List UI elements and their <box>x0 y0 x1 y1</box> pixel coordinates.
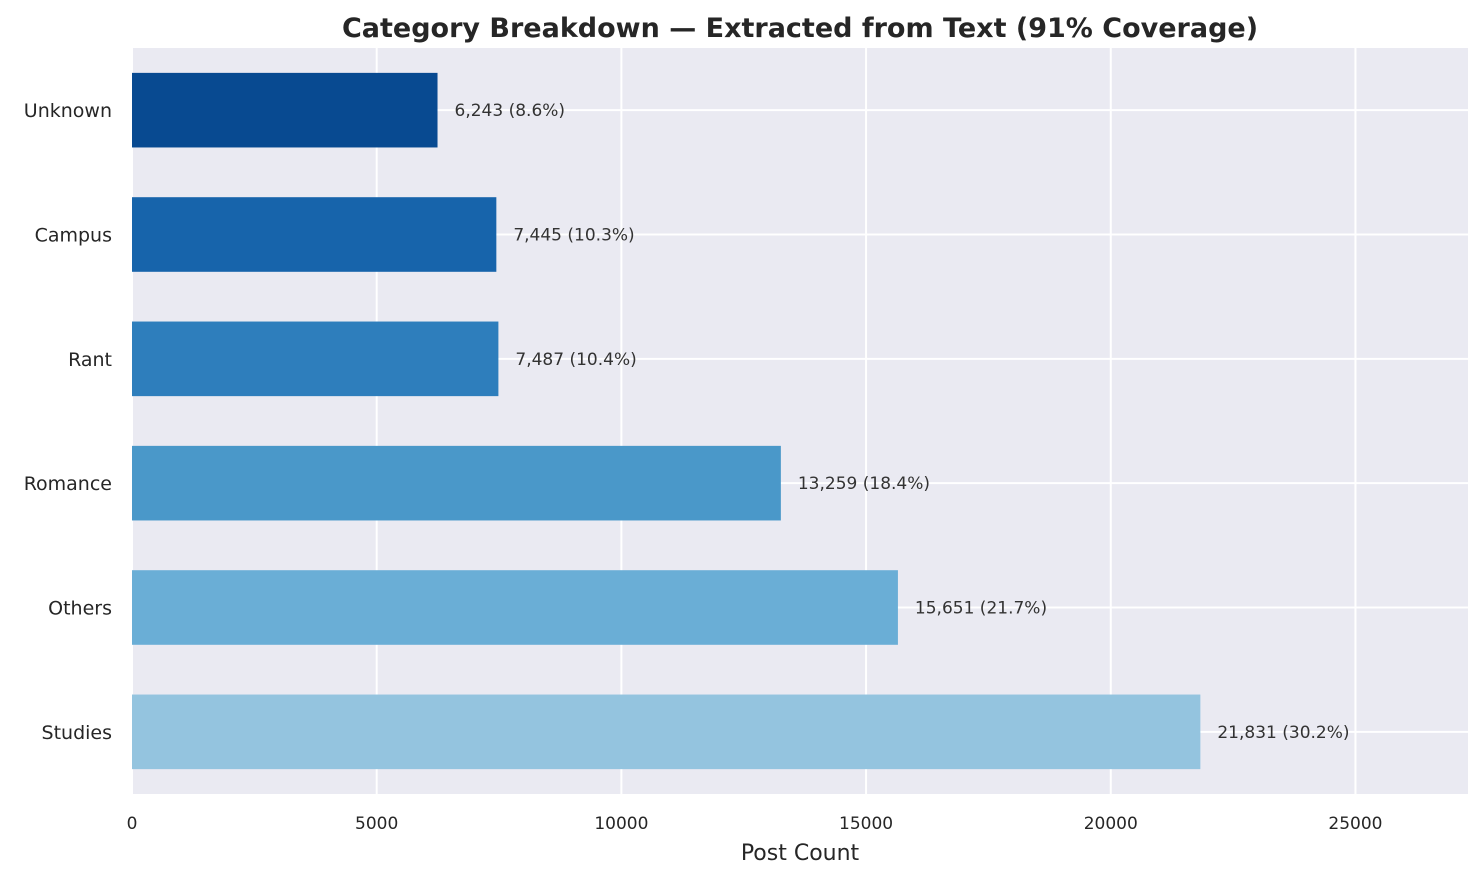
plot-area <box>132 48 1468 794</box>
category-label-unknown: Unknown <box>24 100 112 122</box>
category-label-studies: Studies <box>42 722 112 744</box>
x-tick-label-10000: 10000 <box>594 814 648 834</box>
data-label-rant: 7,487 (10.4%) <box>515 350 636 370</box>
category-label-rant: Rant <box>68 349 112 371</box>
data-label-unknown: 6,243 (8.6%) <box>455 101 566 121</box>
x-tick-label-5000: 5000 <box>355 814 398 834</box>
x-axis-label: Post Count <box>741 841 860 866</box>
category-labels: Unknown Campus Rant Romance Others Studies <box>24 100 112 744</box>
bar-unknown <box>132 72 438 148</box>
x-tick-label-15000: 15000 <box>839 814 893 834</box>
category-label-others: Others <box>48 598 112 620</box>
x-tick-label-20000: 20000 <box>1084 814 1138 834</box>
bars <box>132 72 1201 770</box>
bar-studies <box>132 694 1201 770</box>
data-label-others: 15,651 (21.7%) <box>915 599 1047 619</box>
x-tick-labels: 0 5000 10000 15000 20000 25000 <box>127 814 1383 834</box>
bar-rant <box>132 321 499 397</box>
chart-title: Category Breakdown — Extracted from Text… <box>342 13 1258 44</box>
data-labels: 6,243 (8.6%) 7,445 (10.3%) 7,487 (10.4%) 13… <box>455 101 1350 743</box>
category-label-romance: Romance <box>24 473 112 495</box>
bar-campus <box>132 197 497 272</box>
category-label-campus: Campus <box>35 225 112 247</box>
data-label-campus: 7,445 (10.3%) <box>513 226 634 246</box>
bar-others <box>132 570 898 645</box>
bar-romance <box>132 445 781 521</box>
data-label-studies: 21,831 (30.2%) <box>1217 723 1349 743</box>
data-label-romance: 13,259 (18.4%) <box>798 474 930 494</box>
x-tick-label-0: 0 <box>127 814 138 834</box>
x-tick-label-25000: 25000 <box>1328 814 1382 834</box>
